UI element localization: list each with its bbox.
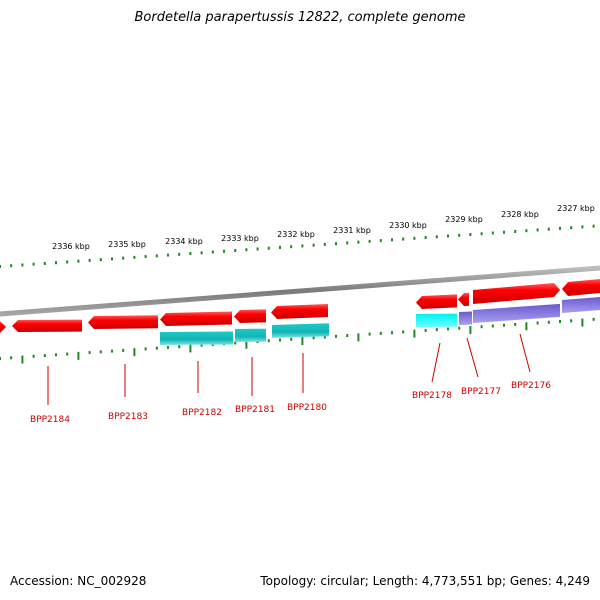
gene-feature[interactable] <box>88 315 158 329</box>
ruler-label: 2329 kbp <box>445 215 483 224</box>
map-title: Bordetella parapertussis 12822, complete… <box>134 10 466 25</box>
gene-feature[interactable] <box>160 311 232 326</box>
gene-label[interactable]: BPP2176 <box>511 381 551 391</box>
ruler-label: 2332 kbp <box>277 230 315 239</box>
gene-label[interactable]: BPP2183 <box>108 412 148 422</box>
ruler-labels: 2336 kbp 2335 kbp 2334 kbp 2333 kbp 2332 kbp… <box>52 204 595 251</box>
gene-leader-line <box>466 337 479 378</box>
gene-feature[interactable] <box>234 309 266 323</box>
genome-summary-text: Topology: circular; Length: 4,773,551 bp… <box>260 574 590 588</box>
gene-label[interactable]: BPP2180 <box>287 403 327 413</box>
gene-leader-line <box>431 342 441 383</box>
features-track <box>0 278 600 345</box>
gene-labels: BPP2184 BPP2183 BPP2182 BPP2181 BPP2180 BPP21… <box>30 333 551 425</box>
ruler-label: 2334 kbp <box>165 237 203 246</box>
gene-feature[interactable] <box>271 304 328 319</box>
ruler-label: 2328 kbp <box>501 210 539 219</box>
gene-feature[interactable] <box>12 319 82 332</box>
ruler-label: 2331 kbp <box>333 226 371 235</box>
ruler-label: 2333 kbp <box>221 234 259 243</box>
gene-feature[interactable] <box>0 321 6 333</box>
gene-label[interactable]: BPP2182 <box>182 408 222 418</box>
gene-feature[interactable] <box>458 292 469 306</box>
cds-feature[interactable] <box>160 331 233 345</box>
cds-feature[interactable] <box>272 323 329 338</box>
ruler-label: 2327 kbp <box>557 204 595 213</box>
gene-leader-line <box>519 333 531 373</box>
gene-label[interactable]: BPP2184 <box>30 415 70 425</box>
gene-feature[interactable] <box>416 294 457 309</box>
cds-feature[interactable] <box>562 296 600 313</box>
gene-feature[interactable] <box>473 283 560 304</box>
accession-text: Accession: NC_002928 <box>10 574 147 588</box>
gene-label[interactable]: BPP2177 <box>461 387 501 397</box>
ruler-bottom <box>0 317 595 364</box>
gene-label[interactable]: BPP2181 <box>235 405 275 415</box>
ruler-label: 2330 kbp <box>389 221 427 230</box>
cds-feature[interactable] <box>459 311 472 325</box>
ruler-label: 2336 kbp <box>52 242 90 251</box>
genome-backbone <box>0 265 600 317</box>
gene-feature[interactable] <box>562 278 600 296</box>
gene-label[interactable]: BPP2178 <box>412 391 452 401</box>
cds-feature[interactable] <box>473 303 560 323</box>
cds-feature[interactable] <box>235 328 266 342</box>
ruler-label: 2335 kbp <box>108 240 146 249</box>
ruler-top <box>0 224 595 268</box>
cds-feature[interactable] <box>416 313 457 327</box>
